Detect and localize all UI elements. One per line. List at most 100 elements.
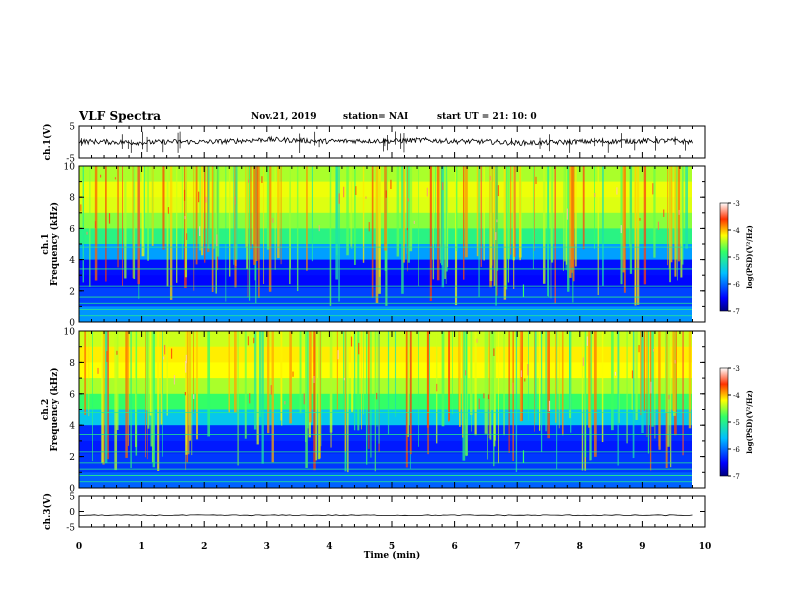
spectrogram-burst — [124, 166, 127, 279]
spectrogram-hotspot — [594, 192, 596, 198]
x-tick-label: 1 — [138, 542, 144, 552]
spectrogram-burst — [540, 331, 543, 453]
spectrogram-burst — [547, 331, 550, 439]
spectrogram-burst — [344, 331, 347, 453]
spectrogram-burst — [409, 331, 412, 455]
spectrogram-burst — [336, 331, 338, 410]
spectrogram-burst — [233, 166, 235, 265]
spectrogram-burst — [512, 331, 514, 461]
spectrogram-burst — [497, 166, 499, 271]
spectrogram-band — [79, 393, 692, 410]
spectrogram-burst — [143, 166, 145, 254]
spectrogram-burst — [299, 331, 302, 414]
spectrogram-burst — [149, 331, 152, 416]
spectrogram-band — [79, 440, 692, 454]
spectrogram-burst — [670, 331, 672, 468]
spectrogram-hotspot — [173, 375, 176, 385]
spectrogram-burst — [147, 166, 149, 261]
spectrogram-burst — [534, 166, 535, 251]
spectrogram-burst — [493, 166, 496, 287]
spectrogram-burst — [160, 331, 163, 425]
x-tick-label: 9 — [639, 542, 645, 552]
colorbar-tick-label: -3 — [733, 365, 740, 373]
spectrogram-hotspot — [337, 350, 339, 360]
spectrogram-burst — [405, 331, 408, 468]
spectrogram-hotspot — [524, 378, 526, 382]
spectrogram-burst — [248, 166, 251, 301]
spectrogram-burst — [201, 166, 204, 256]
spectrogram-burst — [634, 166, 637, 305]
spectrogram-hotspot — [385, 190, 387, 198]
spectrogram-hotspot — [376, 392, 378, 400]
spectrogram-burst — [581, 331, 584, 471]
spectrogram-burst — [474, 331, 477, 436]
spectrogram-burst — [346, 166, 349, 256]
spectrogram-hotspot — [638, 344, 640, 353]
spectrogram-hotspot — [639, 217, 641, 221]
spectrogram-burst — [432, 166, 435, 280]
spectrogram-burst — [569, 166, 572, 278]
spectrogram-burst — [152, 331, 156, 468]
spectrogram-burst — [147, 331, 150, 429]
spectrogram-hotspot — [652, 183, 654, 195]
spectrogram-burst — [571, 166, 574, 267]
spectrogram-hotspot — [487, 394, 490, 400]
spectrogram-burst — [505, 166, 508, 290]
spectrogram-burst — [106, 331, 109, 460]
spectrogram-burst — [672, 331, 675, 412]
spectrogram-burst — [246, 166, 249, 269]
spectrogram-burst — [141, 166, 145, 257]
spectrogram-burst — [534, 331, 535, 432]
no-data-strip — [692, 166, 705, 322]
spectrogram-burst — [378, 331, 380, 444]
spectrogram-burst — [651, 331, 654, 427]
spectrogram-hotspot — [631, 370, 634, 379]
spectrogram-burst — [569, 331, 571, 411]
spectrogram-hotspot — [478, 398, 480, 410]
waveform-ch3 — [78, 514, 693, 517]
spectrogram-burst — [320, 331, 322, 447]
spectrogram-hotspot — [358, 342, 360, 355]
spectrogram-burst — [253, 331, 257, 430]
spectrogram-burst — [387, 331, 390, 434]
spectrogram-hotspot — [493, 348, 495, 356]
spectrogram-hotspot — [620, 225, 622, 234]
spectrogram-burst — [409, 166, 413, 252]
spectrogram-burst — [211, 166, 214, 293]
spectrogram-burst — [133, 166, 136, 280]
spectrogram-burst — [169, 166, 173, 300]
spectrogram-burst — [653, 166, 656, 258]
spectrogram-burst — [670, 166, 673, 263]
spectrogram-hotspot — [186, 233, 188, 240]
spectrogram-burst — [229, 166, 231, 277]
spectrogram-burst — [564, 166, 566, 262]
y-tick-label: -5 — [66, 155, 75, 165]
spectrogram-burst — [626, 331, 628, 444]
spectrogram-hotspot — [368, 222, 370, 232]
spectrogram-burst — [429, 166, 432, 302]
spectrogram-hotspot — [185, 354, 187, 364]
spectrogram-burst — [582, 166, 585, 250]
spectrogram-hotspot — [657, 221, 660, 231]
waveform-line — [78, 135, 693, 147]
spectrogram-burst — [550, 166, 552, 299]
spectrogram-burst — [418, 166, 419, 287]
spectrogram-hotspot — [483, 393, 485, 399]
spectrogram-burst — [602, 166, 604, 287]
spectrogram-burst — [122, 166, 124, 286]
spectrogram-hotspot — [355, 186, 357, 196]
spectrogram-hotspot — [249, 393, 251, 404]
spectrogram-burst — [145, 331, 148, 411]
x-tick-label: 3 — [264, 542, 270, 552]
spectrogram-burst — [597, 166, 599, 296]
spectrogram-burst — [116, 331, 119, 430]
colorbar-tick-label: -4 — [733, 392, 740, 400]
y-tick-label: 8 — [69, 194, 75, 204]
spectrogram-hotspot — [270, 385, 272, 395]
spectrogram-burst — [277, 166, 280, 259]
spectrogram-band — [79, 362, 692, 379]
spectrogram-burst — [237, 331, 239, 466]
spectrogram-burst — [647, 331, 650, 454]
spectrogram-burst — [637, 166, 640, 305]
colorbar-tick-label: -4 — [733, 227, 740, 235]
